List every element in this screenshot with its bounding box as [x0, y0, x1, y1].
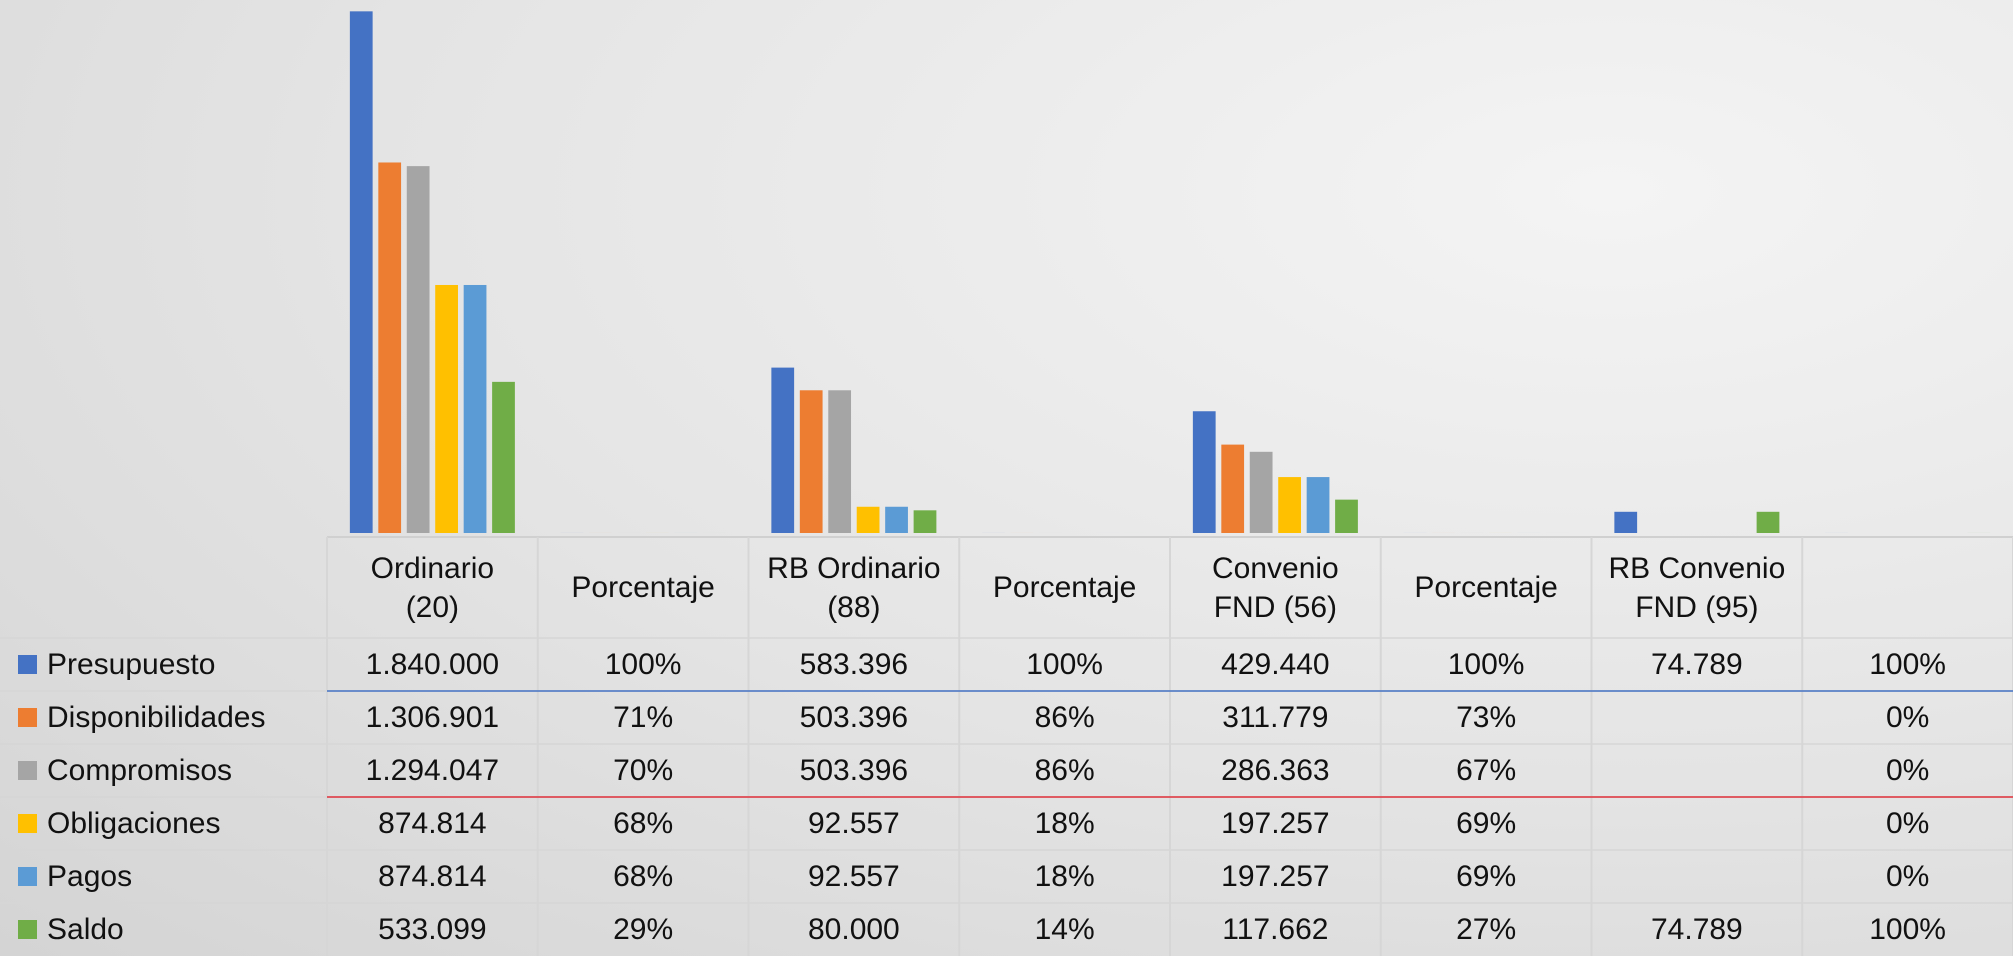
bar	[1335, 499, 1358, 533]
bar	[1192, 411, 1216, 533]
bar	[349, 11, 373, 533]
table-value: 74.789	[1650, 648, 1743, 681]
bar	[378, 162, 402, 533]
table-value: 0%	[1885, 860, 1930, 893]
table-value: 874.814	[378, 807, 487, 840]
table-value: 27%	[1456, 913, 1517, 946]
bar	[406, 166, 430, 534]
table-value: 86%	[1034, 754, 1095, 787]
bar	[1278, 477, 1301, 533]
table-value: 1.840.000	[365, 648, 500, 681]
table-value: 100%	[604, 648, 682, 681]
table-value: 80.000	[807, 913, 900, 946]
category-header: Convenio FND (56)	[1211, 551, 1339, 624]
table-value: 14%	[1034, 913, 1095, 946]
table-value: 69%	[1456, 860, 1517, 893]
table-value: 68%	[613, 807, 674, 840]
category-header: Porcentaje	[1414, 571, 1558, 604]
bar	[492, 381, 515, 533]
table-value: 100%	[1447, 648, 1525, 681]
table-value: 429.440	[1221, 648, 1330, 681]
legend-key	[18, 867, 37, 886]
table-value: 67%	[1456, 754, 1517, 787]
table-value: 71%	[613, 701, 674, 734]
bar	[1221, 444, 1245, 533]
table-value: 583.396	[799, 648, 909, 681]
table-value: 18%	[1034, 860, 1095, 893]
table-value: 0%	[1885, 807, 1930, 840]
bar	[1249, 451, 1273, 533]
legend-entry: Disponibilidades	[0, 691, 265, 744]
table-value: 100%	[1869, 913, 1946, 946]
table-value: 533.099	[378, 913, 487, 946]
legend-entry: Saldo	[0, 903, 124, 956]
table-value: 197.257	[1221, 860, 1330, 893]
legend-label: Pagos	[47, 859, 133, 893]
category-header: Porcentaje	[571, 571, 715, 604]
bar	[885, 506, 908, 533]
legend-entry: Compromisos	[0, 744, 232, 797]
legend-label: Disponibilidades	[47, 700, 266, 734]
category-header: Porcentaje	[992, 571, 1137, 604]
legend-key	[18, 920, 37, 939]
table-value: 503.396	[799, 754, 909, 787]
table-value: 0%	[1885, 701, 1930, 734]
table-value: 29%	[613, 913, 674, 946]
table-value: 92.557	[807, 807, 900, 840]
table-value: 503.396	[799, 701, 909, 734]
legend-key	[18, 814, 37, 833]
legend-entry: Pagos	[0, 850, 132, 903]
table-value: 69%	[1456, 807, 1517, 840]
legend-label: Presupuesto	[47, 647, 216, 681]
table-value: 86%	[1034, 701, 1095, 734]
legend-label: Saldo	[47, 912, 124, 946]
table-value: 70%	[613, 754, 674, 787]
category-header: RB Convenio FND (95)	[1608, 551, 1786, 624]
table-value: 73%	[1456, 701, 1517, 734]
table-value: 197.257	[1221, 807, 1330, 840]
table-value: 0%	[1885, 754, 1930, 787]
table-value: 74.789	[1650, 913, 1743, 946]
legend-entry: Presupuesto	[0, 638, 215, 691]
table-value: 1.294.047	[365, 754, 500, 787]
legend-key	[18, 708, 37, 727]
legend-label: Obligaciones	[47, 806, 221, 840]
table-value: 18%	[1034, 807, 1095, 840]
category-header: RB Ordinario (88)	[767, 551, 941, 624]
table-value: 874.814	[378, 860, 487, 893]
bar	[463, 284, 487, 533]
bar	[1614, 511, 1638, 533]
legend-entry: Obligaciones	[0, 797, 220, 850]
table-value: 311.779	[1222, 701, 1329, 734]
bar	[1306, 477, 1330, 533]
legend-label: Compromisos	[47, 753, 233, 787]
bar	[771, 367, 795, 533]
legend-key	[18, 655, 37, 674]
bar	[799, 390, 823, 533]
table-value: 100%	[1026, 648, 1103, 681]
category-header: Ordinario (20)	[370, 551, 495, 624]
table-value: 1.306.901	[365, 701, 500, 734]
bar	[828, 390, 852, 533]
table-value: 92.557	[807, 860, 900, 893]
table-value: 68%	[613, 860, 674, 893]
bar	[856, 506, 880, 533]
table-value: 117.662	[1222, 913, 1329, 946]
legend-key	[18, 761, 37, 780]
table-value: 100%	[1869, 648, 1946, 681]
bar	[1756, 511, 1780, 533]
bar	[913, 510, 937, 533]
bar	[435, 284, 458, 533]
table-value: 286.363	[1221, 754, 1330, 787]
